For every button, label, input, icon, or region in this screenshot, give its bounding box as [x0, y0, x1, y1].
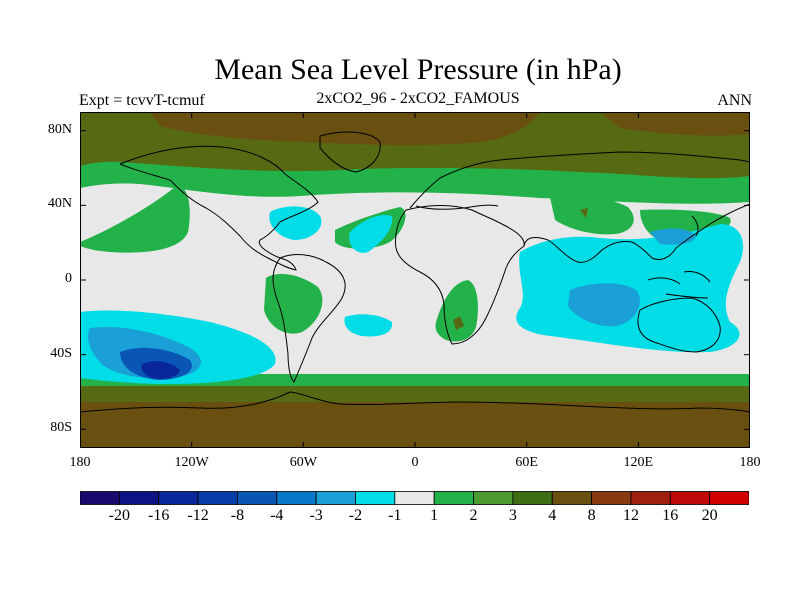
antarctica-coast	[80, 391, 750, 413]
map-panel	[80, 112, 750, 448]
colorbar-swatches	[80, 491, 749, 505]
comparison-label: 2xCO2_96 - 2xCO2_FAMOUS	[316, 90, 520, 107]
south-america-coast	[272, 254, 346, 383]
africa-coast	[395, 205, 525, 345]
pressure-map	[80, 112, 750, 448]
colorbar-label: -2	[348, 507, 363, 524]
south-pacific-darkest	[141, 361, 180, 379]
north-america-coast	[119, 145, 319, 271]
colorbar-label: -12	[187, 507, 209, 524]
coastlines	[80, 131, 750, 413]
x-tick-label: 120E	[623, 455, 654, 470]
x-tick-label: 0	[411, 455, 419, 470]
colorbar-swatch	[315, 491, 356, 505]
south-america-green	[264, 273, 323, 334]
colorbar-label: 8	[587, 507, 596, 524]
west-pacific-blue	[650, 228, 696, 245]
colorbar-swatch	[709, 491, 749, 505]
siberia-brown-region	[600, 112, 750, 136]
colorbar-label: -16	[148, 507, 170, 524]
colorbar-swatch	[80, 491, 120, 505]
pacific-green-lobe	[80, 186, 190, 253]
south-africa-olive	[453, 316, 464, 330]
australia-coast	[637, 297, 721, 353]
y-tick-label: 80S	[50, 420, 72, 436]
colorbar-swatch	[669, 491, 711, 505]
map-title: Mean Sea Level Pressure (in hPa)	[214, 53, 622, 86]
colorbar	[80, 491, 749, 505]
europe-asia-coast	[409, 151, 750, 263]
colorbar-swatch	[473, 491, 514, 505]
colorbar-swatch	[158, 491, 199, 505]
caribbean-cyan	[269, 206, 322, 240]
japan-coast	[691, 215, 699, 237]
colorbar-label: 3	[508, 507, 517, 524]
season-label: ANN	[717, 92, 752, 109]
colorbar-swatch	[591, 491, 632, 505]
colorbar-swatch	[197, 491, 238, 505]
asia-olive-spot	[580, 208, 588, 218]
colorbar-label: 16	[662, 507, 679, 524]
axis-ticks	[80, 112, 750, 448]
colorbar-swatch	[394, 491, 435, 505]
colorbar-label: 12	[622, 507, 639, 524]
indian-ocean-blue	[568, 283, 640, 327]
antarctic-brown-belt	[80, 402, 750, 448]
colorbar-label: 2	[469, 507, 478, 524]
colorbar-label: 20	[701, 507, 718, 524]
colorbar-label: -20	[108, 507, 131, 524]
mediterranean-coast	[415, 204, 499, 210]
colorbar-label: -1	[388, 507, 402, 524]
colorbar-swatch	[630, 491, 671, 505]
experiment-label: Expt = tcvvT-tcmuf	[79, 92, 205, 109]
arctic-brown-region	[150, 112, 540, 146]
x-tick-label: 120W	[174, 455, 209, 470]
colorbar-swatch	[276, 491, 317, 505]
colorbar-swatch	[118, 491, 160, 505]
x-tick-label: 60W	[289, 455, 317, 470]
y-tick-label: 0	[65, 271, 72, 286]
y-tick-label: 40S	[50, 345, 72, 361]
colorbar-label: -3	[309, 507, 323, 524]
y-tick-label: 80N	[47, 121, 72, 137]
x-tick-label: 180	[69, 455, 91, 470]
colorbar-swatch	[237, 491, 278, 505]
south-atlantic-cyan	[344, 314, 393, 337]
colorbar-label: -4	[270, 507, 284, 524]
colorbar-swatch	[551, 491, 592, 505]
greenland-coast	[319, 131, 381, 173]
colorbar-swatch	[433, 491, 474, 505]
maritime-continent-coast	[647, 271, 711, 299]
x-tick-label: 180	[739, 455, 761, 470]
north-atlantic-cyan	[349, 214, 393, 253]
colorbar-swatch	[512, 491, 553, 505]
colorbar-label: 4	[548, 507, 557, 524]
x-tick-label: 60E	[515, 455, 538, 470]
colorbar-label: 1	[430, 507, 439, 524]
colorbar-label: -8	[230, 507, 245, 524]
colorbar-swatch	[355, 491, 396, 505]
asia-green-lobe	[550, 195, 634, 235]
y-tick-label: 40N	[47, 196, 72, 212]
